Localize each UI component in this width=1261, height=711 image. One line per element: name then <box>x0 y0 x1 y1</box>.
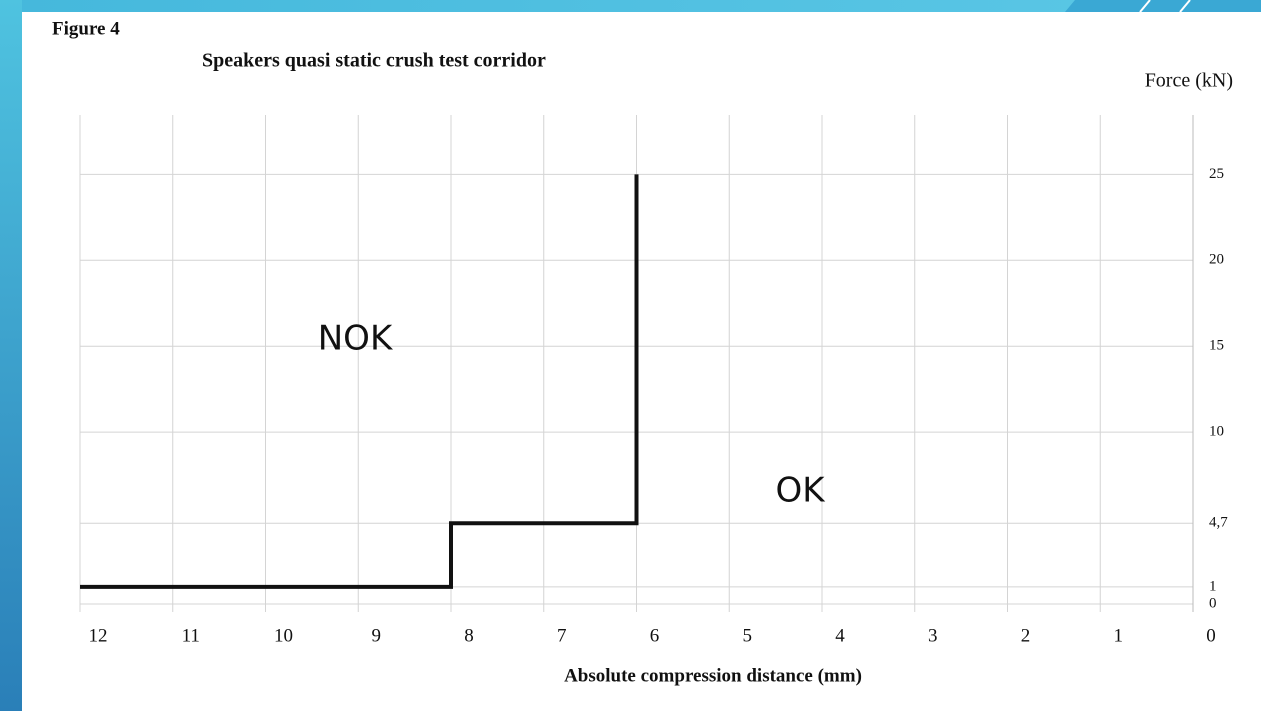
x-axis-label: Absolute compression distance (mm) <box>564 665 862 686</box>
y-tick-label: 0 <box>1209 595 1217 611</box>
line-series <box>80 174 639 589</box>
top-band <box>0 0 1261 12</box>
x-tick-label: 7 <box>557 625 567 646</box>
x-tick-label: 0 <box>1206 625 1216 646</box>
decor-line <box>1139 0 1151 13</box>
chart-title: Speakers quasi static crush test corrido… <box>202 50 546 72</box>
y-tick-label: 25 <box>1209 166 1224 182</box>
x-tick-label: 1 <box>1114 625 1124 646</box>
figure-label: Figure 4 <box>52 18 120 39</box>
y-tick-label: 4,7 <box>1209 515 1228 531</box>
x-tick-label: 5 <box>743 625 753 646</box>
annotation: OK <box>775 471 826 511</box>
x-tick-label: 12 <box>89 625 108 646</box>
x-tick-label: 2 <box>1021 625 1031 646</box>
decor-line <box>1179 0 1191 13</box>
x-tick-label: 4 <box>835 625 845 646</box>
x-tick-label: 6 <box>650 625 660 646</box>
annotation: NOK <box>318 319 394 359</box>
x-tick-label: 9 <box>372 625 382 646</box>
x-tick-label: 10 <box>274 625 293 646</box>
y-axis-label: Force (kN) <box>1145 70 1233 92</box>
x-tick-label: 8 <box>464 625 474 646</box>
top-decor <box>1065 0 1261 12</box>
y-tick-label: 15 <box>1209 338 1224 354</box>
y-tick-label: 10 <box>1209 424 1224 440</box>
left-band <box>0 0 22 711</box>
x-tick-label: 3 <box>928 625 938 646</box>
y-tick-label: 20 <box>1209 252 1224 268</box>
y-tick-label: 1 <box>1209 578 1217 594</box>
x-tick-label: 11 <box>182 625 200 646</box>
